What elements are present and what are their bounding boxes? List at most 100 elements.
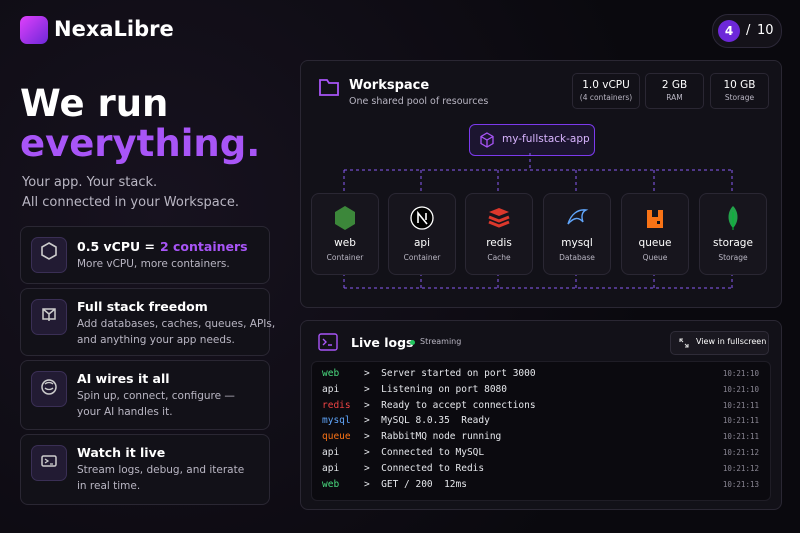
feature-icon: [31, 299, 67, 335]
hero-highlight: everything.: [20, 122, 261, 165]
feature-glyph: [42, 308, 56, 321]
brand: NexaLibre: [54, 17, 174, 41]
feature-desc: More vCPU, more containers.: [77, 258, 230, 270]
hero-sub: All connected in your Workspace.: [22, 195, 239, 210]
log-message: > GET / 200 12ms: [364, 478, 467, 490]
log-message: > Ready to accept connections: [364, 399, 536, 411]
log-message: > Server started on port 3000: [364, 368, 536, 379]
fullscreen-button[interactable]: View in fullscreen: [670, 331, 769, 355]
stat-label: Storage: [724, 93, 755, 102]
log-source: api: [322, 462, 340, 474]
log-message: > RabbitMQ node running: [364, 431, 502, 443]
feature-title: 0.5 vCPU =: [77, 239, 155, 254]
hero-line: We run: [20, 82, 169, 125]
stat-value: 1.0 vCPU: [582, 79, 630, 91]
service-icon: [335, 206, 355, 230]
feature-glyph: [41, 242, 57, 260]
logo: [20, 16, 48, 44]
stat-box: 1.0 vCPU (4 containers): [572, 73, 640, 109]
log-area: web > Server started on port 3000 10:21:10…: [311, 361, 771, 501]
service-icon: [410, 206, 434, 230]
service-icon: [488, 208, 510, 228]
feature-glyph: [41, 455, 57, 467]
service-kind: Database: [559, 253, 595, 262]
log-time: 10:21:12: [722, 448, 759, 457]
service-icon: [567, 209, 589, 225]
service-card: queue Queue: [621, 193, 689, 275]
service-icon: [647, 210, 663, 228]
service-card: web Container: [311, 193, 379, 275]
log-message: > Listening on port 8080: [364, 383, 507, 395]
app-icon: [480, 132, 494, 148]
service-icon: [728, 206, 738, 230]
hero-sub: Your app. Your stack.: [22, 175, 158, 190]
feature-highlight: 2 containers: [159, 239, 248, 254]
service-card: redis Cache: [465, 193, 533, 275]
log-time: 10:21:10: [722, 384, 759, 394]
page-separator: /: [746, 23, 751, 38]
status-dot: [410, 340, 415, 345]
stat-box: 2 GB RAM: [645, 73, 704, 109]
log-message: > MySQL 8.0.35 Ready: [364, 415, 490, 427]
service-name: queue: [638, 237, 672, 249]
log-time: 10:21:13: [722, 479, 759, 489]
logs-panel: Live logs Streaming View in fullscreen w…: [300, 320, 782, 510]
page-current: 4: [718, 20, 740, 42]
feature-desc: Spin up, connect, configure —: [77, 390, 235, 402]
service-kind: Container: [403, 253, 441, 262]
service-name: api: [413, 237, 431, 249]
feature-title: AI wires it all: [77, 371, 170, 386]
log-source: mysql: [322, 415, 351, 427]
expand-icon: [679, 338, 689, 348]
log-message: > Connected to Redis: [364, 462, 485, 474]
feature-card: Watch it live Stream logs, debug, and ite…: [20, 434, 270, 505]
feature-card: Full stack freedom Add databases, caches,…: [20, 288, 275, 356]
stat-label: (4 containers): [579, 93, 633, 102]
log-time: 10:21:11: [722, 416, 759, 426]
log-message: > Connected to MySQL: [364, 447, 485, 458]
pager: 4 / 10: [712, 14, 782, 48]
log-source: redis: [322, 399, 351, 411]
service-name: storage: [713, 237, 753, 249]
log-source: queue: [322, 431, 351, 443]
logs-status: Streaming: [420, 337, 462, 346]
feature-glyph: [41, 379, 57, 395]
feature-title: Full stack freedom: [77, 299, 208, 314]
service-card: mysql Database: [543, 193, 611, 275]
feature-desc: Stream logs, debug, and iterate: [77, 464, 245, 476]
page-total: 10: [757, 23, 774, 38]
feature-desc: your AI handles it.: [77, 406, 173, 418]
service-kind: Queue: [642, 253, 668, 262]
feature-icon: [31, 237, 67, 273]
service-card: api Container: [388, 193, 456, 275]
terminal-icon: [318, 333, 338, 351]
service-card: storage Storage: [699, 193, 767, 275]
feature-card: AI wires it all Spin up, connect, configu…: [20, 360, 270, 430]
log-source: api: [322, 447, 340, 458]
feature-card: 0.5 vCPU = 2 containers More vCPU, more co…: [20, 226, 270, 284]
log-time: 10:21:10: [722, 369, 759, 378]
log-time: 10:21:11: [722, 400, 759, 410]
workspace-title: Workspace: [349, 78, 430, 93]
feature-desc: in real time.: [77, 480, 141, 492]
app-name: my-fullstack-app: [502, 133, 590, 145]
service-name: redis: [486, 237, 512, 249]
log-source: web: [322, 368, 340, 379]
service-kind: Container: [326, 253, 364, 262]
service-name: mysql: [561, 237, 593, 249]
workspace-subtitle: One shared pool of resources: [349, 96, 489, 107]
stat-box: 10 GB Storage: [710, 73, 769, 109]
app-node: my-fullstack-app: [469, 124, 595, 156]
stat-value: 2 GB: [661, 79, 688, 91]
log-source: api: [322, 383, 340, 395]
folder-icon: [319, 79, 339, 96]
feature-icon: [31, 445, 67, 481]
service-kind: Cache: [487, 253, 511, 262]
feature-title: Watch it live: [77, 445, 166, 460]
logs-title: Live logs: [351, 335, 414, 350]
log-time: 10:21:12: [722, 463, 759, 473]
log-source: web: [322, 478, 340, 490]
stat-label: RAM: [666, 93, 683, 102]
feature-desc: and anything your app needs.: [77, 334, 235, 346]
